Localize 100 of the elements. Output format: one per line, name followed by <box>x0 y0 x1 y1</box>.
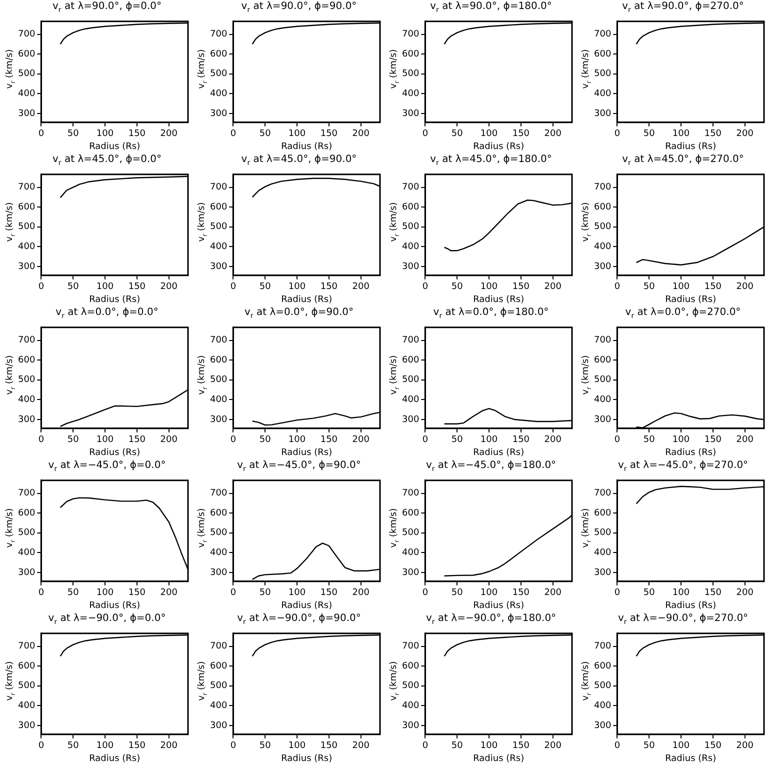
y-tick-label: 600 <box>210 508 228 518</box>
y-tick-label: 700 <box>402 336 420 346</box>
y-tick-label: 500 <box>402 69 420 80</box>
x-tick-label: 200 <box>544 435 562 446</box>
x-tick-label: 50 <box>643 129 656 140</box>
y-tick-label: 600 <box>210 202 228 212</box>
x-tick-label: 150 <box>320 282 338 292</box>
y-tick-label: 400 <box>594 395 612 406</box>
x-tick-label: 50 <box>451 129 464 140</box>
y-tick-label: 400 <box>18 395 36 406</box>
y-tick-label: 500 <box>18 528 36 538</box>
x-tick-label: 100 <box>96 435 114 446</box>
x-tick-label: 50 <box>67 741 80 752</box>
x-tick-label: 100 <box>672 741 690 752</box>
y-tick-label: 300 <box>402 262 420 272</box>
y-tick-label: 300 <box>18 108 36 119</box>
x-tick-label: 100 <box>480 435 498 446</box>
y-tick-label: 400 <box>594 701 612 712</box>
y-tick-label: 400 <box>402 395 420 406</box>
chart-title: v$_{r}$ at λ=45.0°, ϕ=0.0° <box>51 154 163 169</box>
y-tick-label: 500 <box>594 528 612 538</box>
y-tick-label: 500 <box>18 681 36 692</box>
x-tick-label: 150 <box>128 741 146 752</box>
y-tick-label: 600 <box>594 508 612 518</box>
y-tick-label: 500 <box>18 222 36 232</box>
y-tick-label: 300 <box>594 568 612 578</box>
x-tick-label: 50 <box>259 588 272 598</box>
y-tick-label: 300 <box>594 108 612 119</box>
y-tick-label: 400 <box>210 89 228 100</box>
x-tick-label: 50 <box>259 282 272 292</box>
x-tick-label: 150 <box>704 129 722 140</box>
x-tick-label: 150 <box>512 282 530 292</box>
y-tick-label: 700 <box>402 642 420 652</box>
chart-title: v$_{r}$ at λ=0.0°, ϕ=90.0° <box>243 307 355 322</box>
x-axis-title: Radius (Rs) <box>281 294 332 305</box>
x-tick-label: 150 <box>128 129 146 140</box>
y-tick-label: 300 <box>210 108 228 119</box>
y-tick-label: 600 <box>402 355 420 366</box>
y-tick-label: 700 <box>210 182 228 193</box>
x-axis-title: Radius (Rs) <box>89 142 140 152</box>
y-tick-label: 400 <box>210 548 228 558</box>
x-axis-title: Radius (Rs) <box>89 294 140 305</box>
x-tick-label: 100 <box>96 588 114 598</box>
chart-title: v$_{r}$ at λ=−90.0°, ϕ=90.0° <box>236 613 362 628</box>
y-tick-label: 500 <box>594 375 612 386</box>
y-tick-label: 300 <box>594 414 612 425</box>
chart-title: v$_{r}$ at λ=−90.0°, ϕ=0.0° <box>47 613 167 628</box>
y-tick-label: 600 <box>18 49 36 60</box>
x-tick-label: 0 <box>614 129 620 140</box>
x-tick-label: 150 <box>512 129 530 140</box>
y-tick-label: 400 <box>402 242 420 252</box>
x-tick-label: 200 <box>352 588 370 598</box>
x-tick-label: 150 <box>128 282 146 292</box>
chart-title: v$_{r}$ at λ=−90.0°, ϕ=180.0° <box>424 613 558 628</box>
y-tick-label: 300 <box>18 720 36 731</box>
y-tick-label: 400 <box>402 701 420 712</box>
y-tick-label: 600 <box>594 661 612 672</box>
x-tick-label: 150 <box>704 588 722 598</box>
y-tick-label: 300 <box>210 414 228 425</box>
y-tick-label: 400 <box>402 89 420 100</box>
y-tick-label: 400 <box>210 395 228 406</box>
x-tick-label: 200 <box>352 129 370 140</box>
x-tick-label: 150 <box>320 435 338 446</box>
y-tick-label: 400 <box>402 548 420 558</box>
y-tick-label: 600 <box>594 202 612 212</box>
x-tick-label: 100 <box>96 741 114 752</box>
x-tick-label: 50 <box>259 741 272 752</box>
y-tick-label: 400 <box>18 242 36 252</box>
x-tick-label: 0 <box>230 435 236 446</box>
x-tick-label: 0 <box>38 588 44 598</box>
y-tick-label: 600 <box>210 661 228 672</box>
y-tick-label: 300 <box>18 414 36 425</box>
y-tick-label: 500 <box>210 375 228 386</box>
x-tick-label: 100 <box>480 282 498 292</box>
y-tick-label: 600 <box>210 355 228 366</box>
y-tick-label: 700 <box>210 30 228 40</box>
y-tick-label: 600 <box>18 508 36 518</box>
x-tick-label: 200 <box>160 741 178 752</box>
x-axis-title: Radius (Rs) <box>281 142 332 152</box>
x-tick-label: 150 <box>320 129 338 140</box>
x-tick-label: 50 <box>643 741 656 752</box>
x-tick-label: 200 <box>544 129 562 140</box>
x-axis-title: Radius (Rs) <box>665 142 716 152</box>
y-tick-label: 400 <box>18 701 36 712</box>
x-tick-label: 0 <box>614 435 620 446</box>
x-tick-label: 100 <box>672 282 690 292</box>
y-tick-label: 400 <box>594 548 612 558</box>
x-tick-label: 50 <box>643 435 656 446</box>
y-tick-label: 700 <box>18 642 36 652</box>
y-tick-label: 700 <box>18 182 36 193</box>
x-tick-label: 50 <box>643 588 656 598</box>
chart-title: v$_{r}$ at λ=0.0°, ϕ=0.0° <box>54 307 160 322</box>
y-tick-label: 300 <box>18 262 36 272</box>
x-tick-label: 0 <box>38 435 44 446</box>
x-tick-label: 200 <box>736 129 754 140</box>
y-tick-label: 300 <box>402 414 420 425</box>
y-tick-label: 600 <box>402 661 420 672</box>
y-tick-label: 700 <box>594 30 612 40</box>
x-tick-label: 200 <box>544 741 562 752</box>
x-tick-label: 200 <box>160 129 178 140</box>
